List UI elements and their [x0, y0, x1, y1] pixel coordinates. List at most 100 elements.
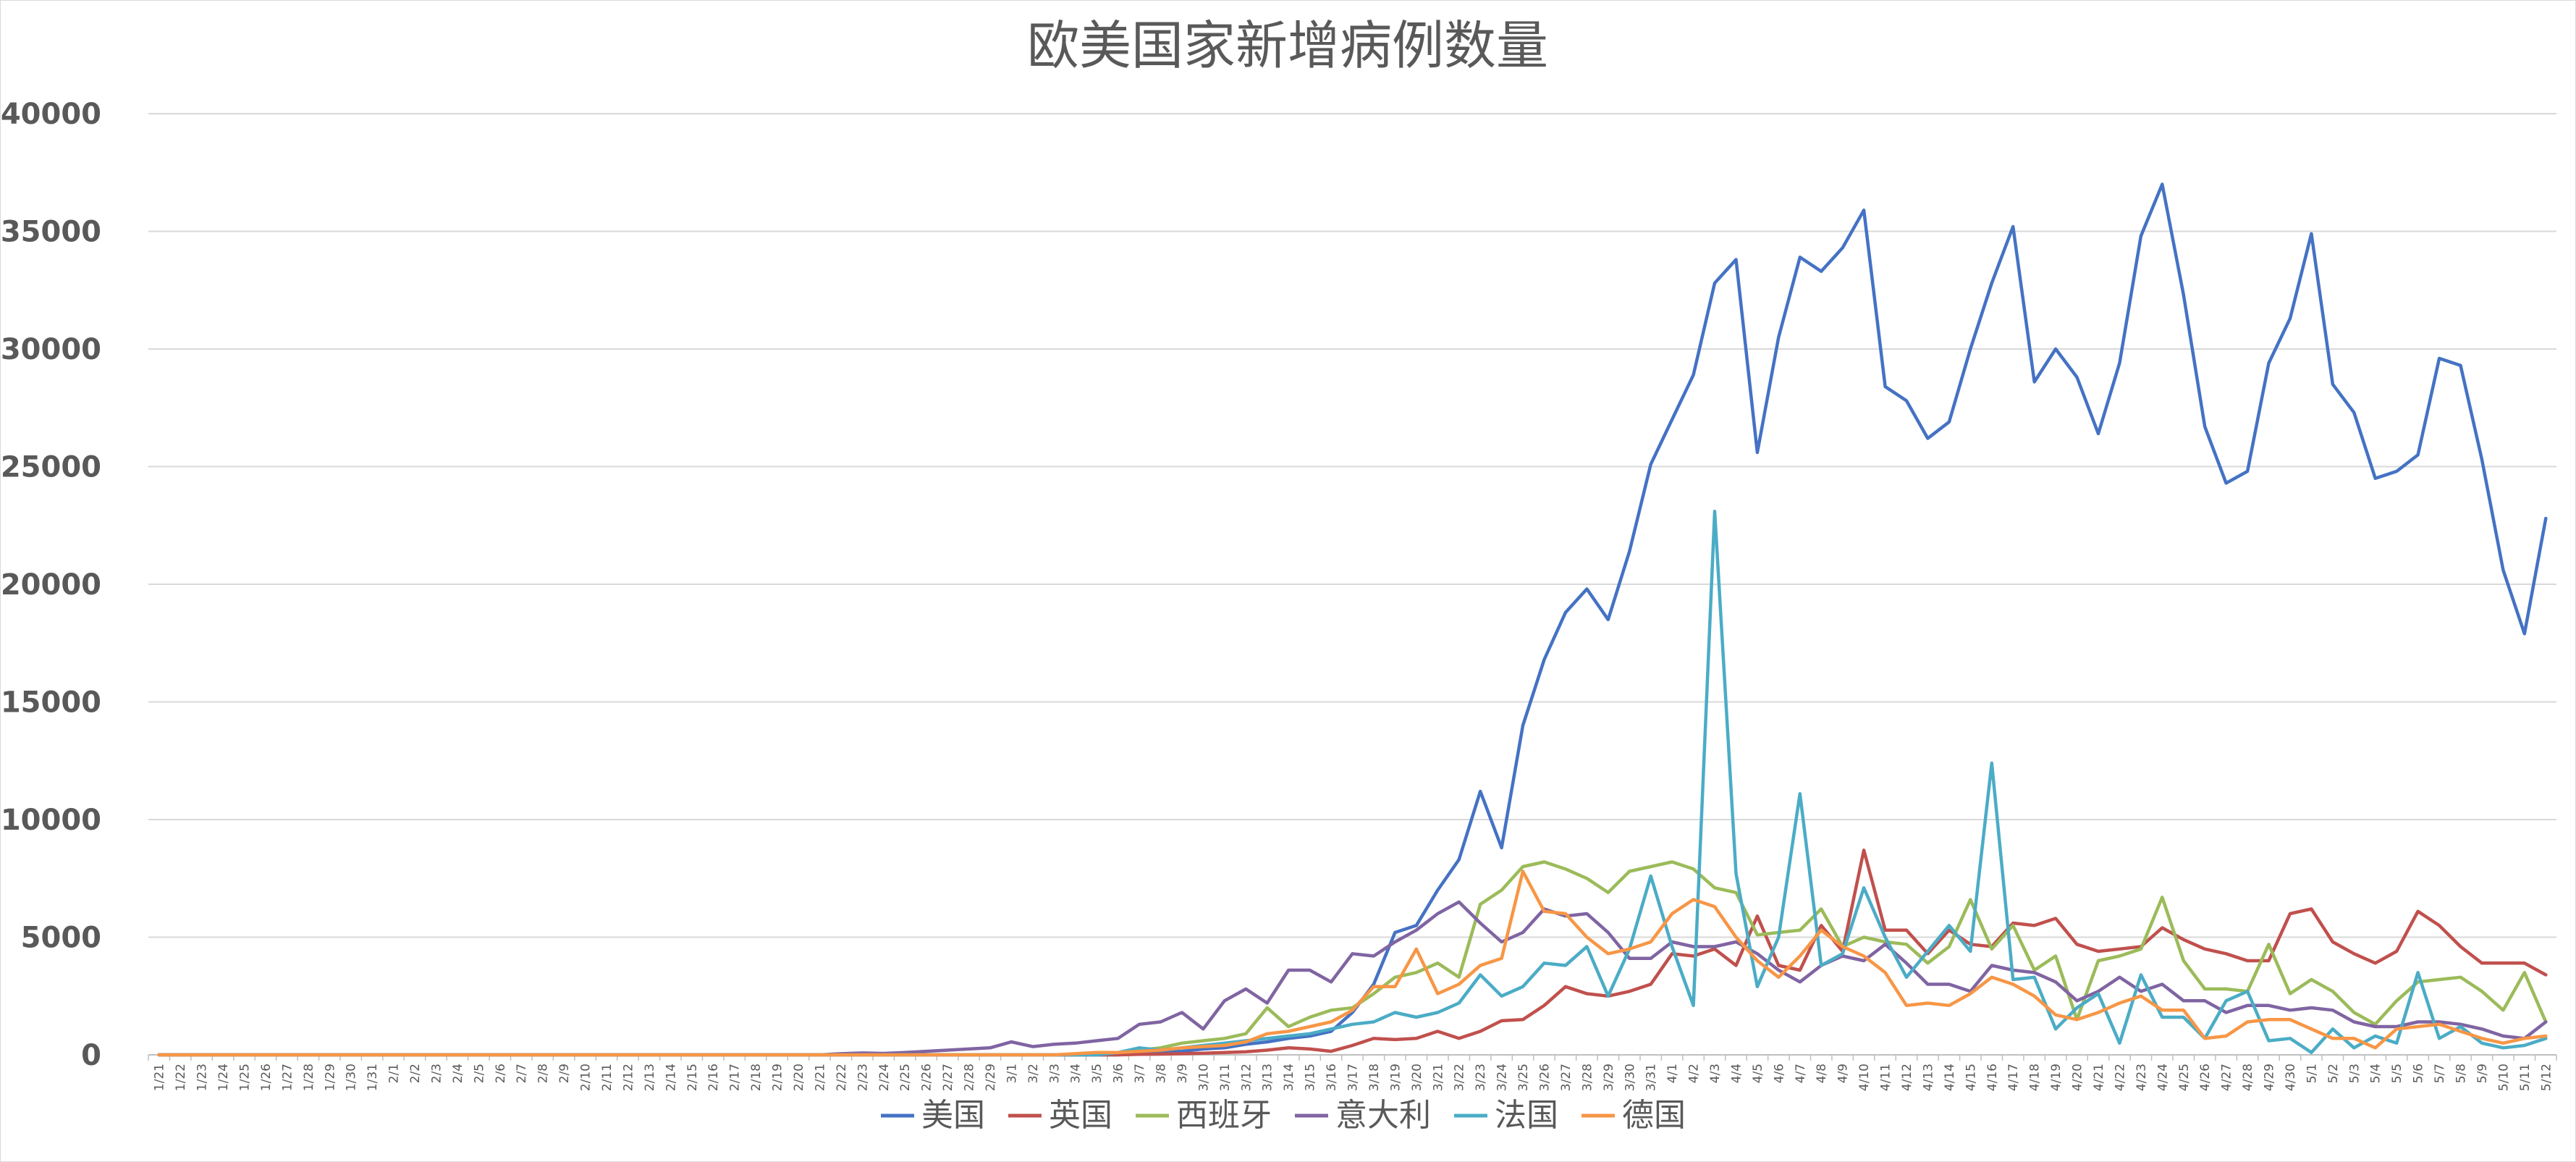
x-tick-label: 3/17	[1346, 1064, 1361, 1091]
x-tick-label: 3/19	[1388, 1064, 1403, 1091]
x-tick-label: 4/13	[1921, 1064, 1935, 1091]
x-tick-label: 3/20	[1410, 1064, 1424, 1091]
x-tick-label: 3/3	[1047, 1064, 1062, 1083]
y-tick-label: 10000	[1, 804, 101, 837]
x-tick-label: 4/22	[2113, 1064, 2127, 1091]
series-lines	[157, 182, 2548, 1057]
x-tick-label: 1/29	[323, 1064, 337, 1091]
series-line-4	[157, 510, 2548, 1057]
x-tick-label: 4/30	[2284, 1064, 2298, 1091]
x-tick-label: 3/6	[1112, 1064, 1126, 1083]
x-tick-label: 3/21	[1431, 1064, 1445, 1091]
x-tick-label: 4/6	[1772, 1064, 1786, 1083]
x-tick-label: 4/26	[2198, 1064, 2213, 1091]
x-tick-label: 5/10	[2496, 1064, 2511, 1091]
x-tick-label: 1/28	[302, 1064, 316, 1091]
x-tick-label: 1/31	[366, 1064, 380, 1091]
x-tick-label: 3/27	[1559, 1064, 1574, 1091]
x-tick-label: 2/8	[536, 1064, 551, 1083]
x-tick-label: 5/9	[2475, 1064, 2490, 1083]
x-tick-label: 4/4	[1729, 1064, 1744, 1083]
x-tick-label: 4/17	[2006, 1064, 2021, 1091]
x-tick-label: 3/16	[1325, 1064, 1339, 1091]
x-tick-label: 4/20	[2071, 1064, 2085, 1091]
x-tick-label: 1/26	[259, 1064, 274, 1091]
x-tick-label: 2/28	[963, 1064, 977, 1091]
x-tick-label: 2/11	[600, 1064, 615, 1091]
x-tick-label: 3/23	[1474, 1064, 1488, 1091]
y-tick-label: 40000	[1, 98, 101, 131]
x-tick-label: 2/15	[685, 1064, 700, 1091]
x-tick-label: 3/15	[1304, 1064, 1318, 1091]
y-tick-label: 30000	[1, 333, 101, 366]
x-tick-label: 2/3	[429, 1064, 444, 1083]
x-tick-label: 2/18	[749, 1064, 764, 1091]
x-tick-label: 4/10	[1857, 1064, 1872, 1091]
x-tick-label: 4/14	[1943, 1064, 1957, 1091]
legend-label: 英国	[1049, 1097, 1112, 1134]
x-tick-label: 5/11	[2518, 1064, 2533, 1091]
legend: 美国 英国 西班牙 意大利 法国 德国	[881, 1097, 1686, 1134]
x-tick-label: 2/16	[706, 1064, 721, 1091]
x-tick-label: 3/12	[1239, 1064, 1254, 1091]
x-tick-label: 4/18	[2028, 1064, 2043, 1091]
x-tick-label: 3/31	[1644, 1064, 1659, 1091]
x-tick-label: 4/23	[2134, 1064, 2149, 1091]
x-tick-label: 3/5	[1090, 1064, 1105, 1083]
x-tick-label: 5/3	[2347, 1064, 2362, 1083]
legend-label: 意大利	[1335, 1097, 1431, 1134]
x-tick-label: 5/4	[2369, 1064, 2383, 1083]
x-tick-label: 3/9	[1175, 1064, 1190, 1083]
x-tick-label: 2/12	[621, 1064, 635, 1091]
x-tick-label: 3/4	[1069, 1064, 1084, 1083]
series-line-3	[157, 900, 2548, 1057]
x-tick-label: 2/5	[472, 1064, 486, 1083]
x-tick-label: 3/14	[1282, 1064, 1296, 1091]
x-tick-label: 3/24	[1495, 1064, 1510, 1091]
x-tick-label: 3/8	[1154, 1064, 1169, 1083]
x-tick-label: 3/30	[1623, 1064, 1637, 1091]
legend-label: 德国	[1622, 1097, 1686, 1134]
x-tick-label: 4/28	[2241, 1064, 2255, 1091]
legend-label: 西班牙	[1176, 1097, 1272, 1134]
x-tick-label: 4/5	[1751, 1064, 1765, 1083]
y-tick-label: 15000	[1, 686, 101, 720]
x-tick-label: 2/7	[515, 1064, 529, 1083]
x-tick-label: 4/1	[1665, 1064, 1680, 1083]
x-tick-label: 4/2	[1687, 1064, 1702, 1083]
x-tick-label: 3/10	[1196, 1064, 1211, 1091]
x-tick-label: 1/27	[280, 1064, 295, 1091]
x-tick-label: 1/30	[345, 1064, 359, 1091]
x-tick-label: 4/29	[2263, 1064, 2277, 1091]
x-tick-label: 3/26	[1537, 1064, 1552, 1091]
x-tick-label: 4/21	[2092, 1064, 2106, 1091]
gridlines	[148, 113, 2556, 1056]
x-tick-label: 3/1	[1005, 1064, 1019, 1083]
x-tick-label: 4/11	[1879, 1064, 1893, 1091]
x-tick-label: 4/9	[1836, 1064, 1851, 1083]
y-axis-ticks: 0 5000 10000 15000 20000 25000 30000 35000 40000	[1, 98, 101, 1072]
x-tick-label: 2/24	[877, 1064, 892, 1091]
x-tick-label: 2/25	[898, 1064, 913, 1091]
x-tick-label: 2/23	[856, 1064, 870, 1091]
x-tick-label: 5/6	[2412, 1064, 2426, 1083]
x-tick-label: 1/21	[153, 1064, 167, 1091]
x-tick-label: 2/20	[792, 1064, 806, 1091]
x-tick-label: 4/16	[1985, 1064, 2000, 1091]
x-tick-label: 4/8	[1815, 1064, 1829, 1083]
y-tick-label: 25000	[1, 451, 101, 484]
y-tick-label: 35000	[1, 216, 101, 249]
x-tick-label: 4/3	[1708, 1064, 1723, 1083]
x-tick-label: 2/29	[984, 1064, 998, 1091]
x-tick-label: 5/2	[2326, 1064, 2341, 1083]
x-tick-label: 4/15	[1964, 1064, 1978, 1091]
x-tick-label: 2/9	[557, 1064, 572, 1083]
x-tick-label: 5/5	[2390, 1064, 2404, 1083]
x-tick-label: 3/2	[1026, 1064, 1041, 1083]
x-tick-label: 3/29	[1602, 1064, 1616, 1091]
y-tick-label: 5000	[21, 922, 101, 955]
x-tick-label: 5/8	[2454, 1064, 2469, 1083]
x-tick-label: 1/22	[174, 1064, 188, 1091]
